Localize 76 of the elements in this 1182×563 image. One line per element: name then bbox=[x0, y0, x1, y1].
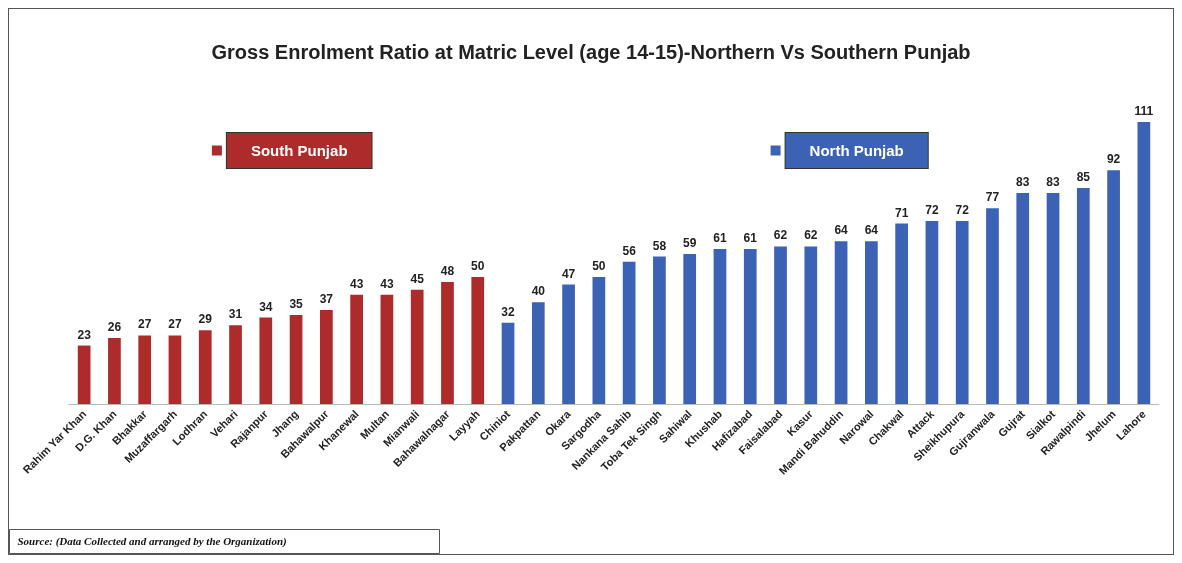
data-label: 31 bbox=[228, 307, 243, 322]
data-label: 26 bbox=[107, 319, 122, 334]
bar bbox=[1107, 170, 1120, 404]
data-label: 72 bbox=[955, 203, 970, 217]
bar bbox=[501, 322, 515, 404]
data-label: 37 bbox=[319, 291, 334, 306]
bar bbox=[1076, 187, 1090, 404]
data-label: 59 bbox=[683, 236, 697, 251]
data-label: 64 bbox=[864, 223, 879, 238]
bar bbox=[622, 261, 636, 404]
bar bbox=[138, 335, 152, 404]
data-label: 40 bbox=[531, 284, 546, 299]
data-label: 83 bbox=[1046, 175, 1061, 190]
data-label: 64 bbox=[834, 223, 849, 238]
bar bbox=[774, 246, 787, 404]
bar bbox=[562, 284, 575, 404]
bar bbox=[259, 317, 273, 404]
bar bbox=[77, 345, 91, 404]
legend-label: North Punjab bbox=[809, 142, 904, 159]
data-label: 47 bbox=[561, 266, 576, 281]
data-label: 48 bbox=[440, 264, 455, 278]
bar bbox=[229, 325, 242, 404]
data-label: 27 bbox=[138, 317, 152, 332]
data-label: 77 bbox=[985, 190, 1000, 205]
bar bbox=[380, 294, 394, 404]
bar bbox=[925, 221, 939, 404]
data-label: 61 bbox=[713, 230, 727, 245]
data-label: 43 bbox=[380, 276, 394, 291]
bar bbox=[1016, 193, 1030, 404]
data-label: 35 bbox=[289, 297, 304, 312]
chart-title: Gross Enrolment Ratio at Matric Level (age 14-15)-Northern Vs Southern Punjab bbox=[211, 41, 971, 63]
bar bbox=[804, 246, 818, 404]
data-label: 34 bbox=[259, 299, 273, 314]
data-label: 32 bbox=[501, 304, 516, 319]
data-label: 61 bbox=[743, 230, 758, 245]
bar bbox=[986, 208, 999, 404]
bar bbox=[592, 276, 606, 404]
bar bbox=[653, 256, 666, 404]
data-label: 62 bbox=[804, 228, 818, 243]
bar bbox=[198, 330, 212, 404]
data-label: 43 bbox=[349, 276, 364, 291]
data-label: 50 bbox=[471, 258, 485, 273]
bar bbox=[471, 276, 485, 404]
data-label: 85 bbox=[1076, 169, 1091, 184]
source-note: Source: (Data Collected and arranged by the Organization) bbox=[17, 535, 287, 548]
data-label: 71 bbox=[894, 205, 909, 220]
bar bbox=[441, 282, 454, 404]
data-label: 56 bbox=[622, 243, 637, 258]
bar bbox=[1046, 193, 1060, 404]
legend-label: South Punjab bbox=[250, 142, 348, 159]
data-label: 58 bbox=[652, 238, 667, 253]
bar bbox=[683, 254, 697, 404]
bar bbox=[895, 223, 908, 404]
bar bbox=[1137, 121, 1151, 404]
data-label: 92 bbox=[1106, 152, 1121, 167]
bar bbox=[531, 302, 545, 404]
bar bbox=[865, 241, 878, 404]
bar bbox=[168, 335, 182, 404]
data-label: 29 bbox=[198, 312, 213, 327]
bar bbox=[320, 309, 333, 404]
data-label: 72 bbox=[925, 203, 939, 217]
data-label: 45 bbox=[410, 271, 425, 286]
data-label: 23 bbox=[77, 327, 92, 342]
bar bbox=[743, 248, 757, 404]
data-label: 83 bbox=[1016, 175, 1030, 190]
bar bbox=[289, 315, 303, 404]
bar bbox=[955, 221, 969, 404]
data-label: 50 bbox=[592, 258, 606, 273]
data-label: 27 bbox=[168, 317, 182, 332]
bar bbox=[350, 294, 363, 404]
bar bbox=[834, 241, 848, 404]
bar bbox=[410, 289, 424, 404]
data-label: 111 bbox=[1134, 103, 1154, 118]
data-label: 62 bbox=[773, 228, 788, 243]
bar bbox=[108, 337, 121, 404]
bar bbox=[713, 248, 727, 404]
